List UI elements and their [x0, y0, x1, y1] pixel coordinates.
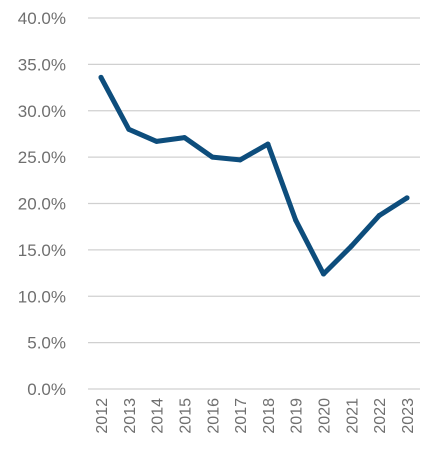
data-point-2015 — [181, 135, 187, 141]
data-point-2022 — [376, 213, 382, 219]
data-point-2013 — [126, 126, 132, 132]
data-point-2023 — [404, 195, 410, 201]
series-line-0 — [98, 74, 410, 277]
x-tick-label: 2013 — [122, 398, 139, 434]
y-tick-label: 15.0% — [18, 241, 66, 260]
y-axis-tick-labels: 0.0% 5.0% 10.0% 15.0% 20.0% 25.0% 30.0% 35.0% 40… — [18, 9, 66, 399]
data-point-2021 — [348, 243, 354, 249]
y-tick-label: 35.0% — [18, 55, 66, 74]
y-tick-label: 30.0% — [18, 102, 66, 121]
x-tick-label: 2015 — [177, 398, 194, 434]
data-point-2019 — [293, 217, 299, 223]
x-tick-label: 2020 — [317, 398, 334, 434]
y-tick-label: 0.0% — [27, 380, 66, 399]
x-axis-tick-labels: 2012 2013 2014 2015 2016 2017 2018 2019 2020 2021… — [94, 398, 417, 434]
x-tick-label: 2018 — [261, 398, 278, 434]
gridlines — [88, 17, 420, 390]
x-tick-label: 2012 — [94, 398, 111, 434]
x-tick-label: 2016 — [205, 398, 222, 434]
y-tick-label: 40.0% — [18, 9, 66, 28]
x-tick-label: 2023 — [400, 398, 417, 434]
x-tick-label: 2021 — [344, 398, 361, 434]
data-point-2020 — [321, 271, 327, 277]
data-point-2017 — [237, 157, 243, 163]
y-tick-label: 10.0% — [18, 287, 66, 306]
y-tick-label: 25.0% — [18, 148, 66, 167]
x-tick-label: 2022 — [372, 398, 389, 434]
data-point-2012 — [98, 74, 104, 80]
y-tick-label: 20.0% — [18, 195, 66, 214]
data-point-2014 — [154, 138, 160, 144]
y-tick-label: 5.0% — [27, 334, 66, 353]
series-group — [98, 74, 410, 277]
x-tick-label: 2014 — [150, 398, 167, 434]
x-tick-label: 2017 — [233, 398, 250, 434]
x-tick-label: 2019 — [289, 398, 306, 434]
data-point-2018 — [265, 141, 271, 147]
data-point-2016 — [209, 154, 215, 160]
